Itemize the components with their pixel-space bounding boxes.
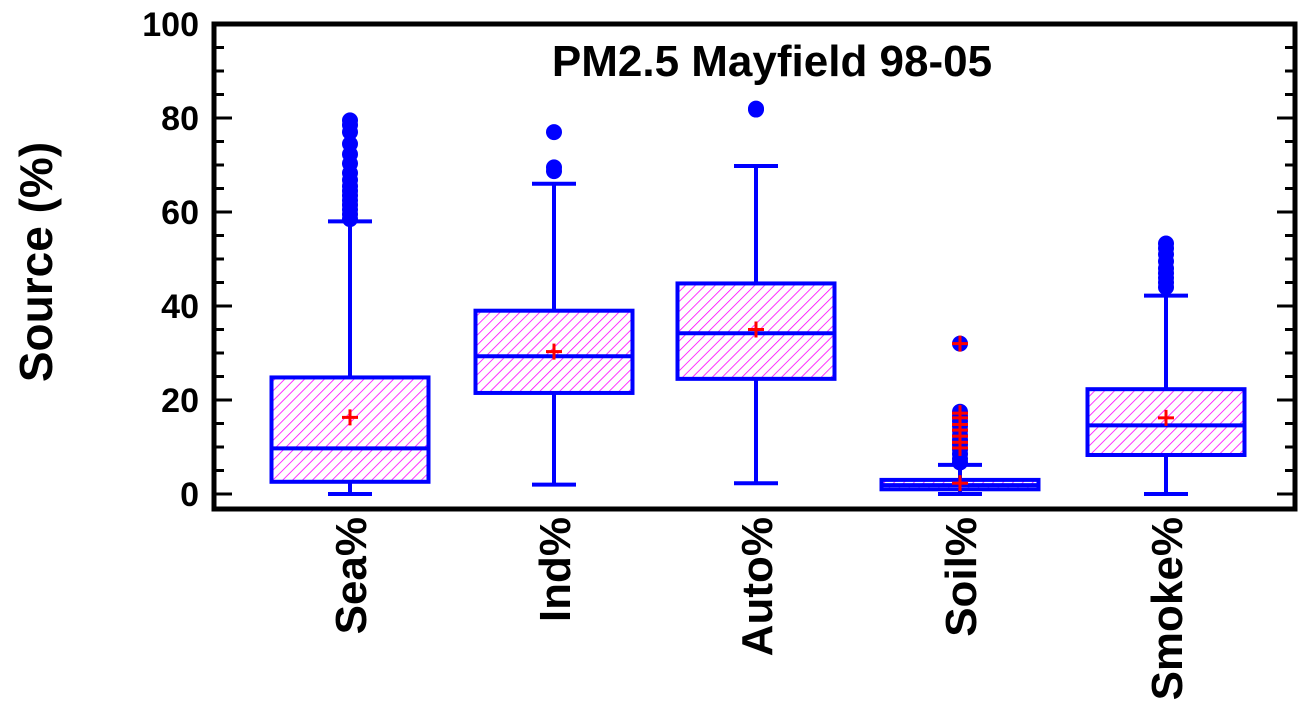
outlier-point: [546, 124, 562, 141]
x-tick-label-sea: Sea%: [327, 517, 376, 634]
box-group-smoke: [1085, 235, 1247, 496]
axes-layer: Sea% Ind% Auto% Soil% Smoke% 0 20 40 60 80 100: [142, 6, 1295, 700]
x-tick-label-auto: Auto%: [733, 517, 782, 656]
chart-title: PM2.5 Mayfield 98-05: [552, 37, 992, 86]
y-tick-label: 60: [161, 194, 199, 232]
x-tick-label-ind: Ind%: [531, 517, 580, 622]
box-group-soil: [879, 335, 1041, 496]
outlier-point: [546, 159, 562, 176]
outlier-point: [748, 100, 764, 117]
box-group-ind: [473, 124, 635, 487]
outlier-point: [1158, 235, 1174, 252]
y-tick-label: 40: [161, 288, 199, 326]
outlier-point: [342, 135, 358, 152]
box-group-auto: [675, 100, 837, 486]
y-axis-title: Source (%): [10, 142, 62, 382]
box-iqr: [1085, 387, 1247, 457]
outlier-point: [342, 112, 358, 129]
boxes-layer: [269, 100, 1247, 496]
y-tick-label: 100: [142, 6, 199, 44]
box-iqr: [269, 375, 431, 484]
y-tick-label: 0: [180, 476, 199, 514]
box-group-sea: [269, 112, 431, 496]
x-tick-label-smoke: Smoke%: [1143, 517, 1192, 700]
x-tick-label-soil: Soil%: [937, 517, 986, 637]
plot-frame: [211, 21, 1298, 512]
y-tick-label: 20: [161, 382, 199, 420]
y-tick-label: 80: [161, 100, 199, 138]
